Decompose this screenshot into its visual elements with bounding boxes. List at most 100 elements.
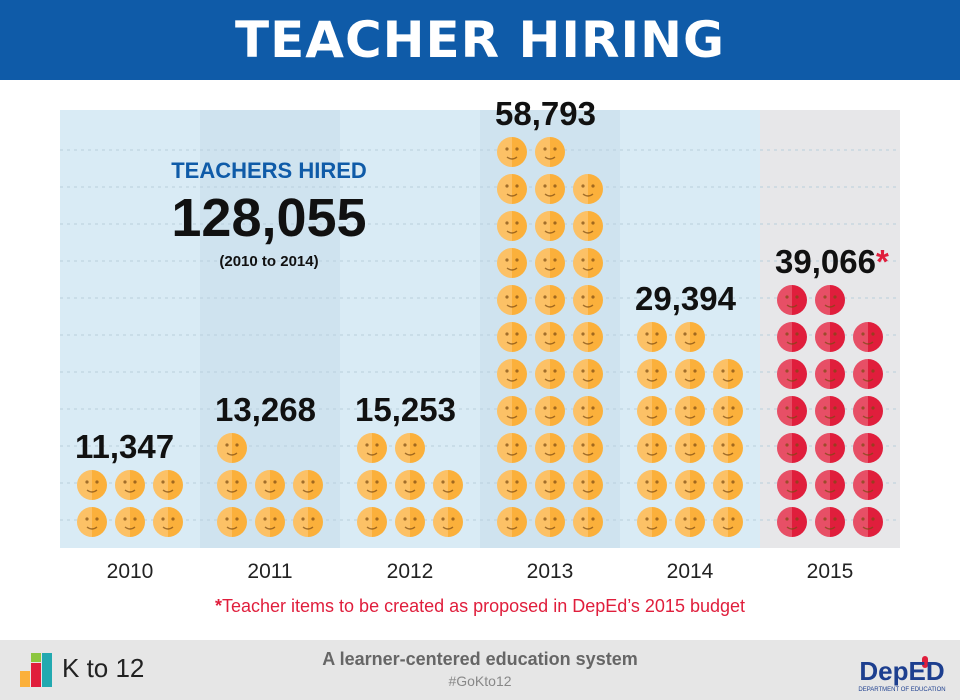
- footnote-text: Teacher items to be created as proposed …: [222, 596, 746, 616]
- teacher-face-icon-2012: [395, 507, 425, 537]
- value-label-2014: 29,394: [635, 280, 737, 317]
- page-title: TEACHER HIRING: [234, 11, 725, 69]
- year-label-2015: 2015: [807, 560, 854, 583]
- teacher-face-icon-2013: [497, 359, 527, 389]
- teacher-face-icon-2012: [357, 507, 387, 537]
- teacher-face-icon-2014: [637, 359, 667, 389]
- teacher-face-icon-2015: [777, 470, 807, 500]
- teacher-face-icon-2014: [713, 507, 743, 537]
- year-label-2011: 2011: [247, 560, 292, 583]
- teacher-face-icon-2013: [573, 174, 603, 204]
- value-label-2011: 13,268: [215, 391, 316, 428]
- teacher-face-icon-2013: [573, 248, 603, 278]
- deped-logo-text: DepED: [859, 656, 944, 686]
- teacher-face-icon-2013: [573, 322, 603, 352]
- footnote-marker: *: [214, 596, 222, 616]
- year-label-2014: 2014: [667, 560, 714, 583]
- teacher-face-icon-2010: [77, 507, 107, 537]
- teacher-face-icon-2013: [497, 211, 527, 241]
- teacher-face-icon-2011: [217, 507, 247, 537]
- teacher-face-icon-2013: [573, 433, 603, 463]
- teacher-face-icon-2015: [853, 507, 883, 537]
- teacher-face-icon-2014: [675, 396, 705, 426]
- teacher-face-icon-2014: [713, 433, 743, 463]
- header-bar: TEACHER HIRING: [0, 0, 960, 80]
- value-label-2010: 11,347: [75, 428, 174, 465]
- teacher-face-icon-2014: [675, 470, 705, 500]
- teacher-face-icon-2015: [853, 359, 883, 389]
- footer-bar: [0, 640, 960, 700]
- teacher-face-icon-2014: [675, 359, 705, 389]
- teacher-face-icon-2014: [713, 396, 743, 426]
- teacher-face-icon-2013: [573, 359, 603, 389]
- teacher-face-icon-2010: [153, 507, 183, 537]
- teacher-face-icon-2013: [535, 359, 565, 389]
- teacher-face-icon-2015: [815, 322, 845, 352]
- teacher-face-icon-2013: [497, 396, 527, 426]
- teacher-face-icon-2012: [433, 470, 463, 500]
- year-tick-labels: 2010 2011 2012 2013 2014 2015: [107, 560, 854, 583]
- teacher-face-icon-2013: [535, 396, 565, 426]
- year-label-2013: 2013: [527, 560, 574, 583]
- teacher-face-icon-2013: [535, 248, 565, 278]
- value-label-2013: 58,793: [495, 95, 596, 132]
- summary-total: 128,055: [171, 188, 366, 248]
- teacher-face-icon-2011: [255, 507, 285, 537]
- footnote: *Teacher items to be created as proposed…: [0, 596, 960, 617]
- teacher-face-icon-2013: [535, 211, 565, 241]
- summary-label: TEACHERS HIRED: [171, 158, 367, 183]
- teacher-face-icon-2013: [497, 433, 527, 463]
- teacher-face-icon-2013: [535, 137, 565, 167]
- deped-logo-subtext: DEPARTMENT OF EDUCATION: [858, 687, 945, 693]
- teacher-face-icon-2015: [853, 433, 883, 463]
- teacher-face-icon-2013: [535, 285, 565, 315]
- teacher-face-icon-2014: [637, 322, 667, 352]
- year-label-2012: 2012: [387, 560, 434, 583]
- teacher-face-icon-2013: [535, 433, 565, 463]
- teacher-face-icon-2013: [497, 285, 527, 315]
- teacher-face-icon-2014: [637, 396, 667, 426]
- teacher-face-icon-2011: [217, 433, 247, 463]
- teacher-face-icon-2015: [815, 470, 845, 500]
- teacher-face-icon-2010: [115, 507, 145, 537]
- k-to-12-logo-icon: [20, 653, 54, 687]
- teacher-face-icon-2015: [777, 433, 807, 463]
- teacher-face-icon-2012: [433, 507, 463, 537]
- teacher-face-icon-2015: [853, 396, 883, 426]
- teacher-face-icon-2014: [713, 359, 743, 389]
- deped-logo-icon: DepED DEPARTMENT OF EDUCATION: [858, 656, 946, 693]
- hashtag: #GoKto12: [448, 673, 512, 689]
- teacher-face-icon-2010: [115, 470, 145, 500]
- teacher-face-icon-2014: [675, 322, 705, 352]
- teacher-face-icon-2015: [815, 359, 845, 389]
- value-labels: 11,347 13,268 15,253 58,793 29,394 39,066*: [75, 95, 889, 465]
- teacher-face-icon-2015: [777, 507, 807, 537]
- teacher-face-icon-2011: [293, 507, 323, 537]
- gridlines: [60, 149, 900, 521]
- teacher-face-icon-2012: [395, 433, 425, 463]
- teacher-face-icon-2011: [293, 470, 323, 500]
- teacher-icons: [77, 137, 883, 537]
- teacher-face-icon-2013: [573, 470, 603, 500]
- teacher-face-icon-2011: [255, 470, 285, 500]
- teacher-face-icon-2013: [535, 322, 565, 352]
- teacher-face-icon-2013: [497, 248, 527, 278]
- teacher-face-icon-2013: [497, 322, 527, 352]
- teacher-face-icon-2015: [815, 396, 845, 426]
- summary-period: (2010 to 2014): [219, 253, 318, 270]
- teacher-face-icon-2015: [777, 359, 807, 389]
- teacher-face-icon-2013: [573, 285, 603, 315]
- teacher-face-icon-2014: [637, 433, 667, 463]
- teacher-face-icon-2013: [535, 470, 565, 500]
- teacher-face-icon-2013: [573, 396, 603, 426]
- tagline: A learner-centered education system: [322, 649, 638, 669]
- teacher-face-icon-2012: [395, 470, 425, 500]
- value-label-2012: 15,253: [355, 391, 456, 428]
- teacher-face-icon-2013: [573, 211, 603, 241]
- year-label-2010: 2010: [107, 560, 154, 583]
- k-to-12-logo-text: K to 12: [62, 653, 145, 683]
- teacher-face-icon-2013: [497, 137, 527, 167]
- teacher-face-icon-2014: [675, 507, 705, 537]
- teacher-face-icon-2012: [357, 470, 387, 500]
- teacher-face-icon-2014: [675, 433, 705, 463]
